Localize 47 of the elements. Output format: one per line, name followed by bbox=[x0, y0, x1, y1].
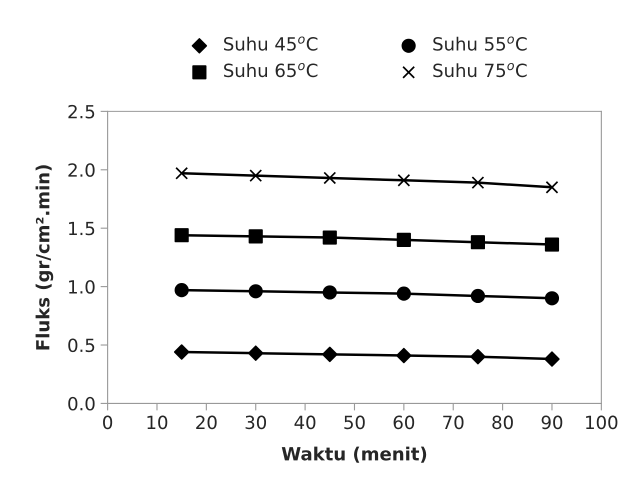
x-tick-label: 20 bbox=[196, 416, 217, 430]
y-tick-label: 0.0 bbox=[68, 396, 95, 411]
point bbox=[396, 232, 411, 247]
point bbox=[323, 172, 336, 184]
x-tick-label: 30 bbox=[246, 416, 266, 430]
x-tick-label: 60 bbox=[394, 416, 414, 430]
point bbox=[248, 229, 263, 244]
legend-label: Suhu 45$^{o}$C bbox=[224, 36, 318, 51]
point bbox=[397, 174, 410, 187]
y-axis-title: Fluks (gr/cm².min) bbox=[36, 165, 54, 350]
y-tick-label: 2.5 bbox=[68, 104, 94, 118]
x-tick-label: 100 bbox=[586, 416, 618, 430]
legend-label: Suhu 55$^{o}$C bbox=[433, 36, 527, 51]
x-tick-label: 70 bbox=[443, 416, 464, 430]
legend-label: Suhu 65$^{o}$C bbox=[224, 62, 318, 78]
legend-label: Suhu 75$^{o}$C bbox=[433, 62, 527, 78]
point bbox=[396, 348, 412, 364]
x-tick-label: 10 bbox=[147, 416, 168, 430]
point bbox=[175, 166, 188, 180]
point bbox=[544, 291, 560, 306]
x-tick-label: 40 bbox=[294, 416, 316, 430]
point bbox=[396, 286, 411, 301]
point bbox=[544, 237, 560, 252]
point bbox=[470, 288, 485, 304]
x-tick-label: 80 bbox=[492, 416, 513, 430]
point bbox=[472, 176, 484, 190]
point bbox=[174, 283, 189, 298]
point bbox=[249, 169, 262, 182]
point bbox=[470, 348, 486, 364]
point bbox=[322, 346, 338, 362]
point bbox=[174, 228, 189, 242]
point bbox=[544, 351, 560, 367]
y-tick-label: 1.5 bbox=[69, 222, 94, 236]
x-axis-title: Waktu (menit) bbox=[282, 446, 426, 463]
y-tick-label: 0.5 bbox=[68, 338, 94, 352]
x-tick-label: 90 bbox=[542, 416, 562, 430]
point bbox=[546, 180, 558, 194]
point bbox=[322, 285, 337, 300]
point bbox=[174, 344, 190, 360]
x-tick-label: 0 bbox=[103, 416, 112, 430]
point bbox=[248, 284, 263, 298]
x-tick-label: 50 bbox=[344, 416, 365, 430]
y-tick-label: 2.0 bbox=[68, 163, 95, 177]
point bbox=[248, 345, 264, 361]
y-tick-label: 1.0 bbox=[69, 280, 95, 294]
point bbox=[322, 230, 337, 245]
point bbox=[470, 235, 485, 250]
